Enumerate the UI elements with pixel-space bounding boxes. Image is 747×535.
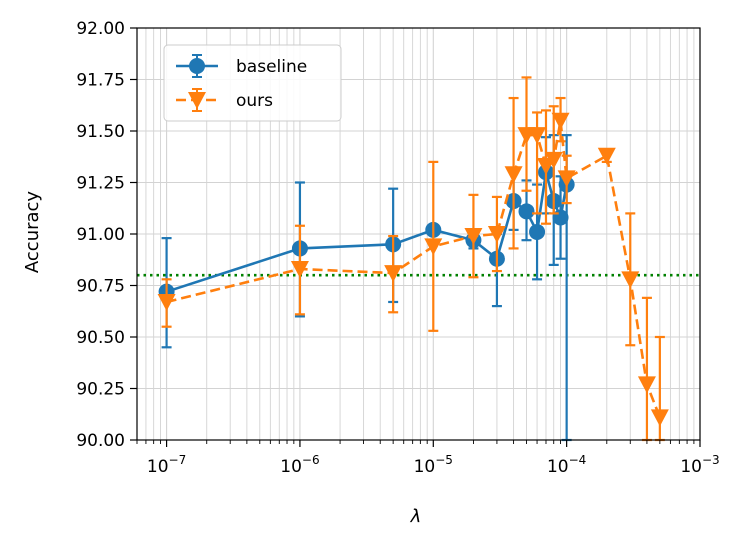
data-point	[544, 151, 563, 169]
data-point	[552, 209, 569, 226]
series-line	[166, 171, 568, 293]
data-point	[597, 147, 616, 165]
y-tick-label: 91.75	[76, 71, 125, 91]
data-point	[557, 170, 576, 188]
legend-marker	[188, 92, 206, 109]
data-point	[504, 166, 523, 184]
data-point	[424, 238, 443, 256]
y-tick-label: 90.25	[76, 380, 125, 400]
y-tick-label: 91.50	[76, 122, 125, 142]
y-tick-label: 91.25	[76, 174, 125, 194]
y-tick-label: 91.00	[76, 225, 125, 245]
x-axis-label: λ	[410, 506, 422, 527]
y-tick-label: 90.00	[76, 431, 125, 451]
legend-marker	[189, 58, 205, 74]
data-point	[464, 228, 483, 246]
legend: baseline ours	[163, 44, 342, 122]
x-axis-ticks: 10−7 10−6 10−5 10−4 10−3	[136, 440, 720, 477]
data-point	[529, 223, 546, 240]
y-axis-label: Accuracy	[22, 191, 43, 274]
x-tick-label: 10−3	[680, 453, 719, 477]
data-point	[551, 112, 570, 130]
data-point	[290, 261, 309, 279]
data-point	[487, 226, 506, 243]
x-tick-label: 10−4	[547, 453, 586, 477]
data-point	[650, 409, 669, 427]
data-point	[518, 203, 535, 220]
x-tick-label: 10−5	[414, 453, 453, 477]
y-tick-label: 90.50	[76, 328, 125, 348]
data-point	[528, 127, 547, 145]
x-tick-label: 10−7	[147, 453, 186, 477]
series-group	[157, 76, 669, 442]
x-tick-label: 10−6	[280, 453, 319, 477]
legend-label: baseline	[236, 57, 307, 77]
legend-label: ours	[236, 91, 273, 111]
y-tick-label: 90.75	[76, 277, 125, 297]
data-point	[384, 265, 403, 283]
y-tick-label: 92.00	[76, 19, 125, 39]
y-axis-ticks: 90.00 90.25 90.50 90.75 91.00 91.25 91.50 91.75…	[76, 19, 137, 451]
data-point	[621, 271, 640, 289]
series-ours	[157, 76, 669, 442]
data-point	[637, 376, 656, 394]
data-point	[157, 293, 176, 311]
legend-box	[163, 44, 342, 122]
